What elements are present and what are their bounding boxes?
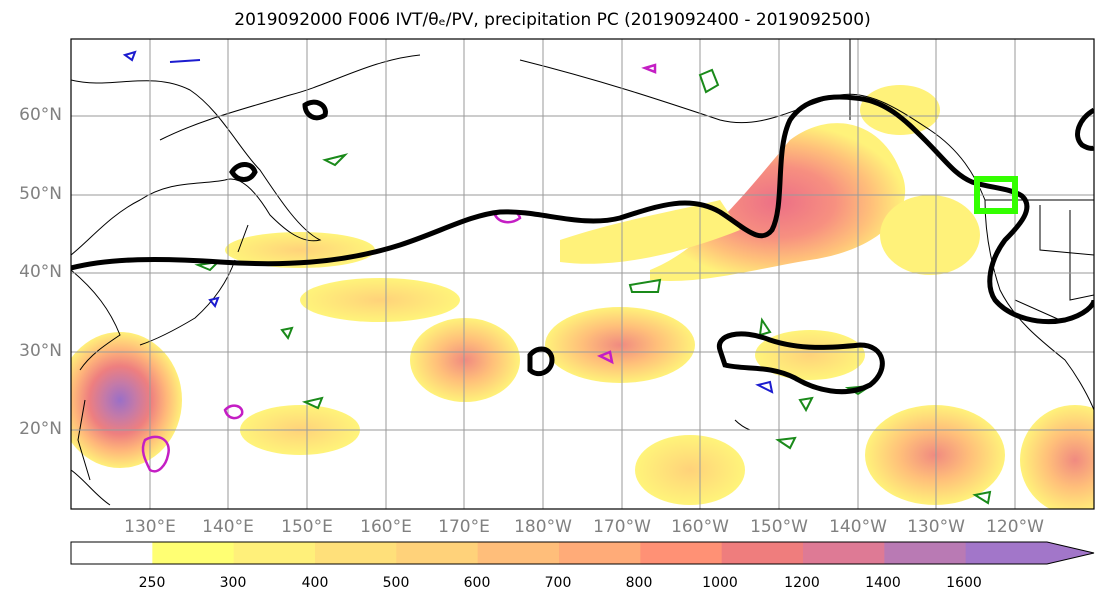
colorbar-segment: [315, 542, 397, 564]
colorbar-frame: [70, 541, 1095, 565]
coast-taiwan: [77, 399, 91, 481]
coast-china: [71, 269, 121, 371]
ivt-typhoon-west: [71, 332, 182, 468]
border-states-2: [1039, 205, 1094, 256]
pv-contour-okhotsk: [229, 162, 258, 182]
coast-philippines: [71, 469, 111, 506]
colorbar-tick: 500: [382, 575, 410, 591]
contour-green: [322, 153, 349, 167]
gridlines: [71, 39, 1094, 509]
blue-contours: [122, 50, 774, 394]
green-contours: [194, 68, 992, 505]
colorbar-segment: [71, 542, 153, 564]
border-states-3: [1069, 210, 1094, 301]
lat-label: 20°N: [19, 419, 62, 439]
lon-label: 150°W: [750, 517, 808, 537]
ivt-blob-170e: [410, 318, 520, 402]
lon-label: 130°W: [907, 517, 965, 537]
ivt-blob-165w-south: [635, 435, 745, 505]
ivt-band-yellow: [560, 200, 740, 264]
pv-contours: [71, 94, 1094, 395]
colorbar-tick: 1400: [865, 575, 901, 591]
pv-contour-east-loop: [716, 331, 885, 395]
lon-label: 150°E: [281, 517, 333, 537]
pv-contour-kamchatka: [302, 99, 328, 121]
coast-hawaii: [734, 419, 751, 431]
colorbar-tick: 800: [625, 575, 653, 591]
lon-label: 160°W: [671, 517, 729, 537]
colorbar-tick: 250: [138, 575, 166, 591]
contour-magenta: [141, 435, 170, 473]
lon-label: 170°E: [438, 517, 490, 537]
contour-blue: [122, 50, 137, 62]
colorbar-segment: [640, 542, 723, 564]
colorbar-segment: [884, 542, 967, 564]
contour-green: [301, 396, 324, 410]
contour-magenta: [223, 404, 244, 420]
colorbar-segment: [152, 542, 235, 564]
lat-label: 60°N: [19, 105, 62, 125]
contour-green: [775, 436, 797, 450]
contour-green: [798, 396, 814, 413]
coast-hokkaido: [237, 224, 249, 253]
contour-magenta: [641, 63, 657, 74]
contour-magenta: [596, 350, 614, 365]
colorbar-tick: 1000: [702, 575, 738, 591]
lon-label: 140°E: [202, 517, 254, 537]
contour-green: [280, 326, 294, 341]
map-frame: [70, 38, 1095, 510]
lon-label: 140°W: [829, 517, 887, 537]
contour-blue: [169, 59, 201, 63]
contour-green: [972, 490, 992, 505]
colorbar-segments: [71, 542, 1094, 564]
lon-label: 180°W: [514, 517, 572, 537]
ivt-band-160e: [300, 278, 460, 322]
colorbar-extend-arrow: [1047, 542, 1094, 564]
chart-title: 2019092000 F006 IVT/θₑ/PV, precipitation…: [234, 10, 871, 30]
colorbar-segment: [965, 542, 1048, 564]
lat-label: 50°N: [19, 184, 62, 204]
coast-na-west: [984, 199, 1094, 411]
colorbar-tick: 600: [463, 575, 491, 591]
contour-green: [698, 68, 720, 94]
colorbar-segment: [803, 542, 885, 564]
lon-label: 120°W: [986, 517, 1044, 537]
pv-contour-main: [71, 94, 1094, 325]
contour-green: [758, 317, 772, 337]
ivt-blob-far-east: [1020, 405, 1094, 509]
colorbar-tick: 1200: [784, 575, 820, 591]
contour-green: [628, 278, 662, 293]
colorbar-tick: 700: [544, 575, 572, 591]
ivt-alaska-band: [860, 85, 940, 135]
ivt-band-coast: [880, 195, 980, 275]
colorbar-segment: [233, 542, 316, 564]
contour-blue: [208, 296, 220, 308]
pv-contour-east-edge: [1075, 107, 1094, 151]
colorbar-segment: [477, 542, 560, 564]
colorbar-segment: [721, 542, 804, 564]
colorbar-tick: 1600: [946, 575, 982, 591]
ivt-blob-170w: [545, 307, 695, 383]
colorbar-segment: [559, 542, 641, 564]
colorbar-tick: 300: [219, 575, 247, 591]
colorbar-segment: [396, 542, 479, 564]
lat-label: 30°N: [19, 341, 62, 361]
pv-contour-small: [527, 346, 555, 377]
coast-chukotka: [159, 54, 421, 141]
lon-label: 130°E: [124, 517, 176, 537]
region-box: [974, 176, 1018, 214]
lat-label: 40°N: [19, 262, 62, 282]
lon-label: 160°E: [360, 517, 412, 537]
contour-blue: [755, 380, 774, 394]
colorbar-tick: 400: [301, 575, 329, 591]
lon-label: 170°W: [593, 517, 651, 537]
